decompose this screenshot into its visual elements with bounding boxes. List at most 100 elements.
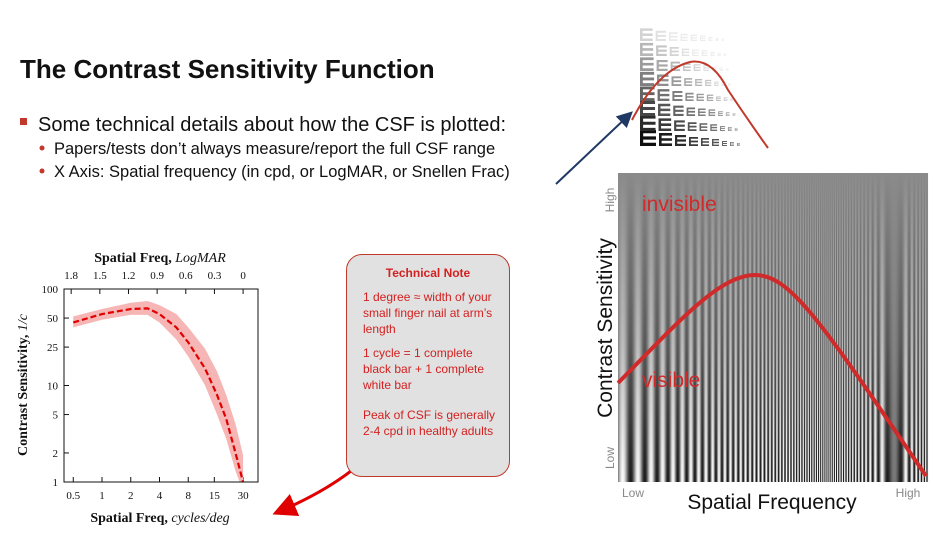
slide-title: The Contrast Sensitivity Function <box>20 54 435 84</box>
optotype <box>732 113 736 117</box>
optotype <box>659 133 672 147</box>
optotype <box>692 49 699 56</box>
optotype <box>687 122 697 131</box>
y-tick-label: 2 <box>53 448 59 460</box>
optotype <box>640 42 654 57</box>
x-high: High <box>896 486 921 500</box>
x-tick-label: 4 <box>157 490 163 502</box>
bullet-sub: Papers/tests don’t always measure/report… <box>54 140 495 158</box>
note-paragraph: 1 degree ≈ width of your small finger na… <box>363 290 493 336</box>
plot-frame <box>63 288 259 483</box>
x2-label: Spatial Freq, <box>94 251 172 266</box>
optotype <box>673 105 684 117</box>
optotype <box>698 108 706 116</box>
optotype <box>734 128 738 131</box>
x-label: Spatial Freq, <box>90 511 168 526</box>
optotype <box>708 37 713 42</box>
x2-tick-label: 1.2 <box>122 270 136 282</box>
optotype <box>689 137 698 147</box>
y-tick-label: 5 <box>53 410 59 422</box>
optotype <box>675 135 686 146</box>
optotype <box>721 82 726 87</box>
optotype <box>640 130 656 146</box>
optotype <box>640 100 656 117</box>
optotype <box>725 112 730 116</box>
csf-plot: 0.5 1 2 4 8 15 301.8 1.5 1.2 0.9 0.6 0.3 01251025501… <box>42 270 250 502</box>
optotype <box>671 76 682 86</box>
y-axis-label: Contrast Sensitivity, 1/c <box>16 313 31 456</box>
bullet-marker <box>20 118 27 125</box>
optotype <box>640 57 654 72</box>
sub-bullet-marker <box>39 168 45 174</box>
bullet-sub: X Axis: Spatial frequency (in cpd, or Lo… <box>54 163 510 181</box>
optotype <box>674 120 685 132</box>
sub-bullet-marker <box>39 145 45 151</box>
optotype <box>686 107 696 117</box>
optotype <box>695 78 703 86</box>
optotype <box>656 45 667 56</box>
optotype <box>700 35 706 41</box>
optotype <box>716 96 721 102</box>
csf-curve <box>616 272 928 478</box>
confidence-band <box>73 301 244 482</box>
optotype <box>710 51 715 56</box>
y-tick-label: 100 <box>42 284 59 296</box>
optotype <box>717 52 721 56</box>
x-tick-label: 0.5 <box>66 490 80 502</box>
x2-tick-label: 0 <box>240 270 246 282</box>
optotype <box>658 103 671 116</box>
label-invisible: invisible <box>642 193 717 216</box>
optotype <box>718 111 723 117</box>
y-low: Low <box>603 447 617 469</box>
technical-note: Technical Note 1 degree ≈ width of your … <box>346 254 510 477</box>
optotype <box>720 126 725 131</box>
bullet-main: Some technical details about how the CSF… <box>38 114 506 136</box>
optotype <box>655 30 666 42</box>
optotype <box>728 83 731 86</box>
contrast-fade <box>618 173 928 482</box>
x-tick-label: 15 <box>209 490 221 502</box>
optotype <box>656 59 668 71</box>
optotype <box>737 143 740 147</box>
optotype <box>703 65 710 72</box>
csf-line <box>72 307 245 482</box>
x2-tick-label: 0.6 <box>179 270 193 282</box>
optotype <box>712 139 719 146</box>
optotype <box>710 124 718 131</box>
optotype <box>723 53 727 57</box>
y-tick-label: 1 <box>53 477 59 489</box>
y-high: High <box>603 188 617 213</box>
optotype <box>681 48 690 57</box>
optotype <box>683 63 691 71</box>
x2-tick-label: 0.9 <box>150 270 164 282</box>
optotype <box>722 141 727 146</box>
note-title: Technical Note <box>385 266 471 280</box>
x2-tick-label: 1.8 <box>64 270 78 282</box>
optotype <box>727 127 732 131</box>
optotype <box>726 68 729 72</box>
x-tick-label: 30 <box>238 490 250 502</box>
plot-area <box>72 301 245 482</box>
optotype <box>715 37 719 41</box>
x-axis-label: Spatial Frequency <box>687 491 857 514</box>
optotype <box>730 98 734 101</box>
x2-axis-label: Spatial Freq, LogMAR <box>94 251 226 266</box>
optotype <box>669 46 679 57</box>
y-label-unit: 1/c <box>16 313 31 331</box>
x-low: Low <box>622 486 644 500</box>
optotype <box>714 81 719 86</box>
optotype <box>705 79 712 87</box>
optotype <box>657 89 670 101</box>
x-tick-label: 8 <box>185 490 191 502</box>
optotype <box>640 71 655 87</box>
optotype <box>701 138 709 147</box>
optotype <box>708 109 716 117</box>
optotype <box>699 123 708 131</box>
optotype <box>690 34 698 41</box>
optotype <box>693 64 701 71</box>
x-axis-label: Spatial Freq, cycles/deg <box>90 511 229 526</box>
x-tick-label: 1 <box>99 490 105 502</box>
optotype <box>701 50 708 56</box>
